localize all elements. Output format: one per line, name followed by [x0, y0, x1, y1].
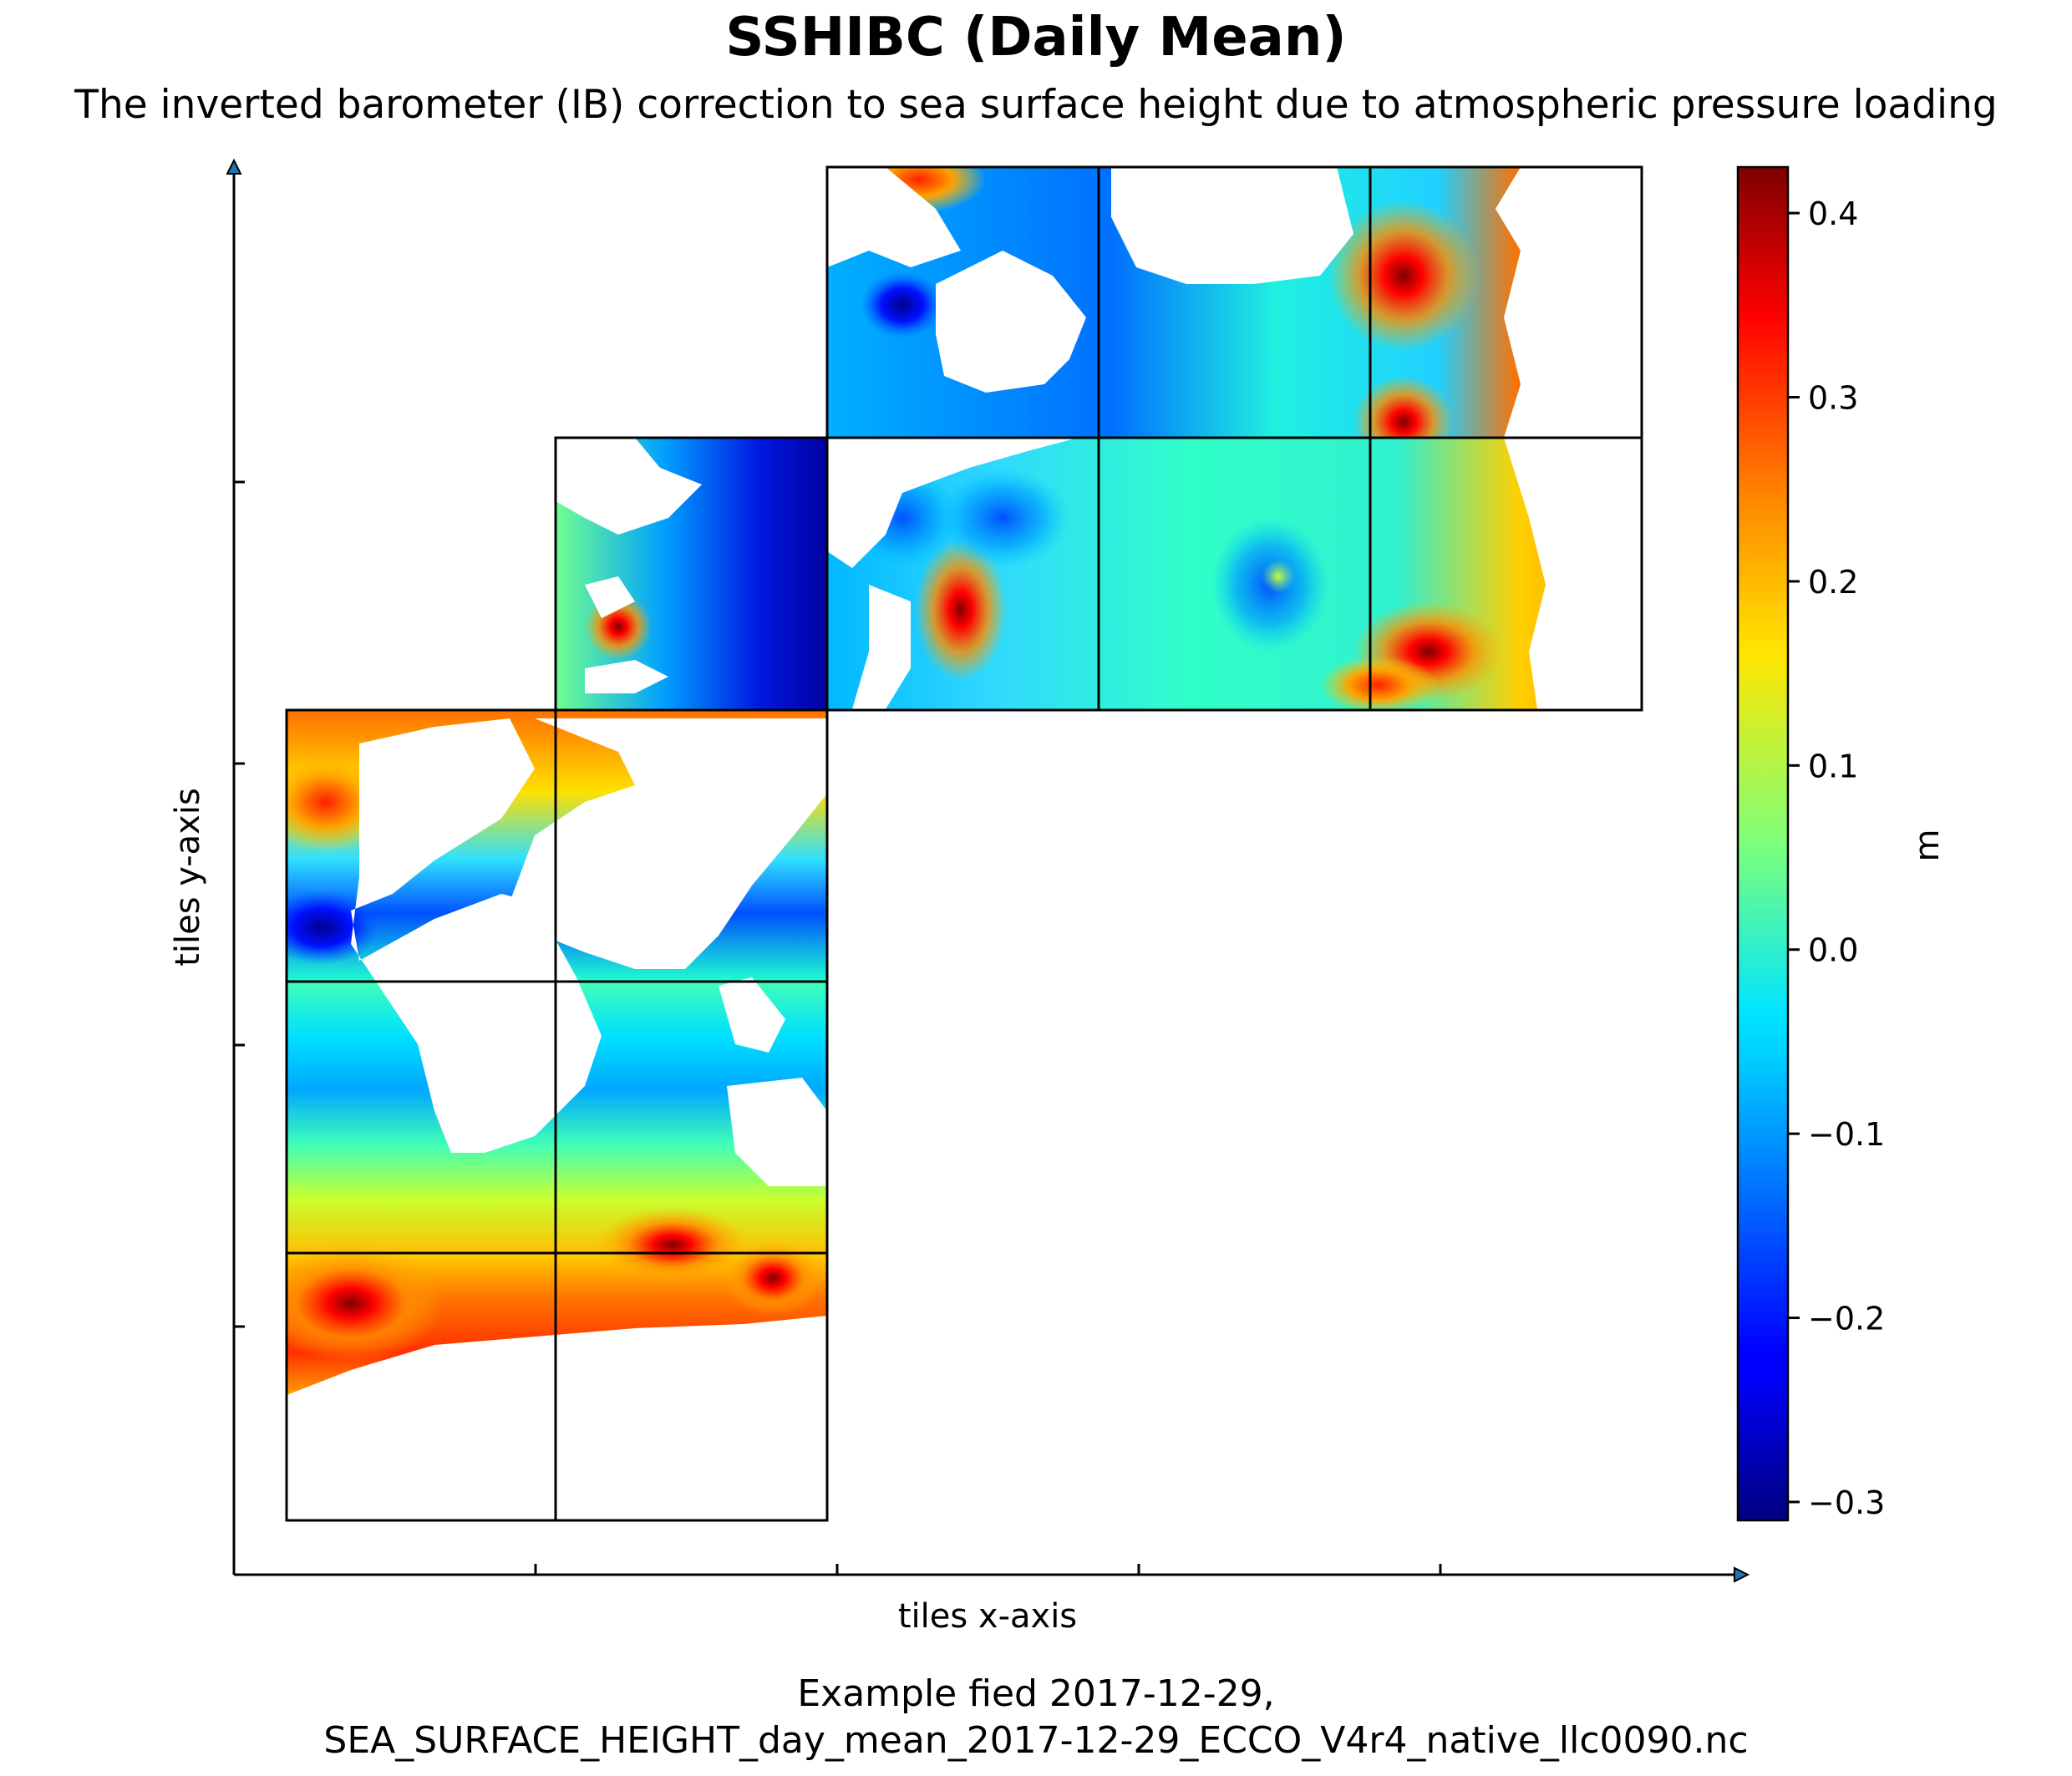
y-axis-label: tiles y-axis	[169, 788, 207, 967]
x-axis-arrow	[1734, 1566, 1750, 1583]
colorbar-tick-label: −0.1	[1808, 1116, 1885, 1153]
caption-line-2: SEA_SURFACE_HEIGHT_day_mean_2017-12-29_E…	[323, 1719, 1749, 1762]
colorbar-tick-label: 0.0	[1808, 932, 1858, 969]
colorbar-tick-label: 0.3	[1808, 380, 1858, 417]
caption-line-1: Example fied 2017-12-29,	[797, 1672, 1275, 1715]
y-axis-arrow	[226, 158, 242, 175]
colorbar-ticks: −0.3 −0.2 −0.1 0.0 0.1 0.2 0.3 0.4	[1788, 195, 1885, 1521]
colorbar	[1736, 165, 1790, 1522]
tile-grid	[285, 165, 1643, 1522]
heatmap-field	[287, 167, 1642, 1520]
caption: Example fied 2017-12-29, SEA_SURFACE_HEI…	[0, 1671, 2072, 1764]
colorbar-label: m	[1908, 830, 1947, 862]
colorbar-tick-label: −0.3	[1808, 1484, 1885, 1521]
x-ticks	[534, 1564, 1442, 1575]
colorbar-tick-label: −0.2	[1808, 1301, 1885, 1337]
colorbar-tick-label: 0.1	[1808, 748, 1858, 784]
colorbar-tick-label: 0.4	[1808, 195, 1858, 232]
chart-subtitle: The inverted barometer (IB) correction t…	[74, 82, 1998, 128]
colorbar-tick-label: 0.2	[1808, 564, 1858, 601]
x-axis-label: tiles x-axis	[898, 1597, 1077, 1636]
y-ticks	[234, 480, 245, 1328]
axes	[232, 167, 1742, 1576]
chart-title: SSHIBC (Daily Mean)	[725, 7, 1347, 69]
